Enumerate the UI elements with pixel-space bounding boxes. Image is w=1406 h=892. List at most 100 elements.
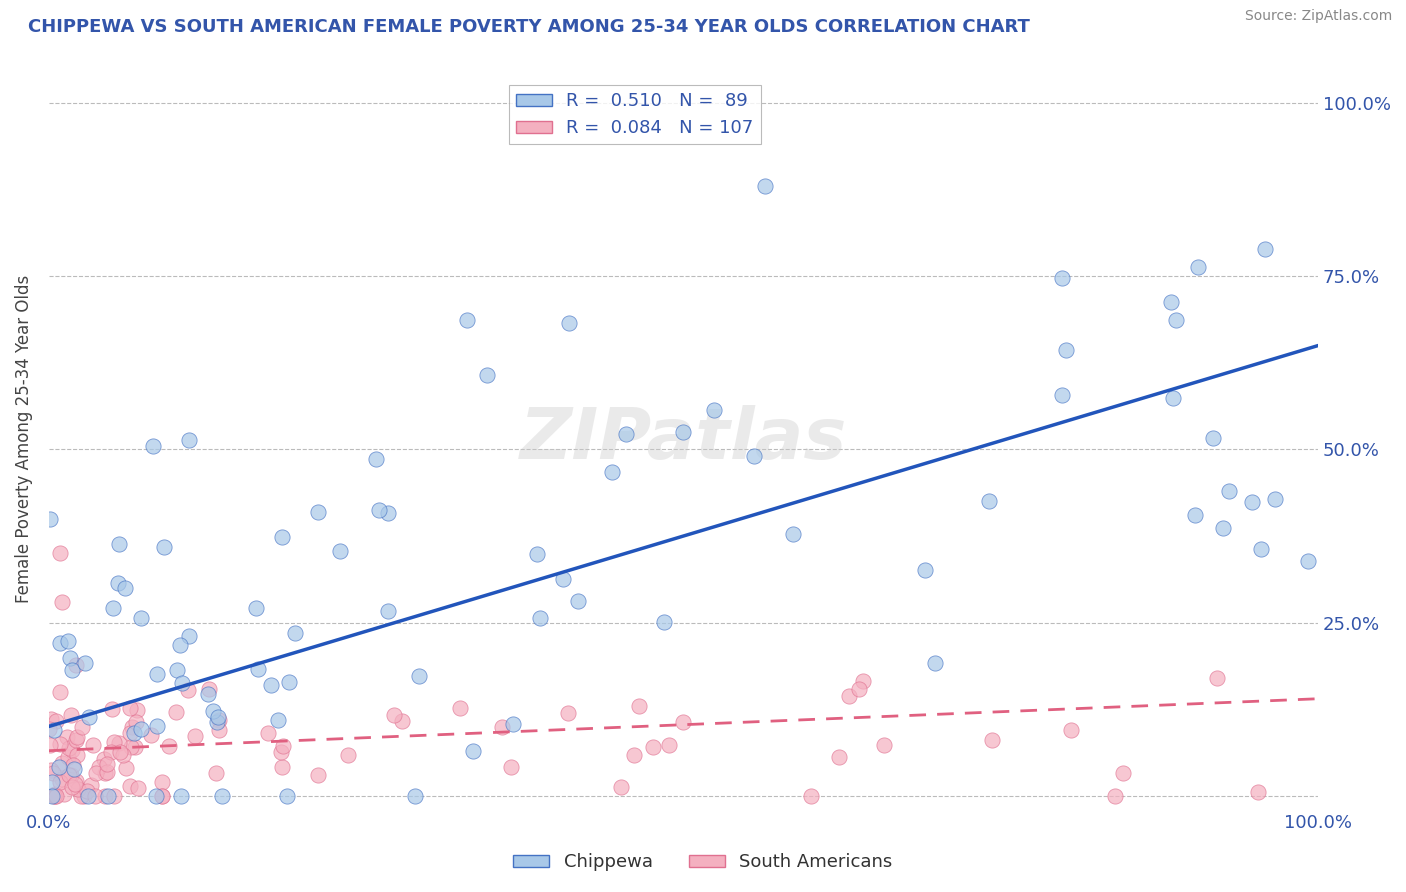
Text: Source: ZipAtlas.com: Source: ZipAtlas.com [1244,9,1392,23]
Point [526,547,548,561]
Point [377,603,399,617]
Point [201,704,224,718]
Point [368,503,391,517]
Point [703,403,725,417]
Point [271,529,294,543]
Text: ZIPatlas: ZIPatlas [520,405,848,474]
Point [56,731,79,745]
Point [97,789,120,803]
Point [257,726,280,740]
Point [122,726,145,740]
Point [672,714,695,729]
Point [114,581,136,595]
Point [49,685,72,699]
Point [38,512,60,526]
Legend: Chippewa, South Americans: Chippewa, South Americans [506,847,900,879]
Legend: R =  0.510   N =  89, R =  0.084   N = 107: R = 0.510 N = 89, R = 0.084 N = 107 [509,85,761,145]
Point [58,768,80,782]
Point [557,316,579,330]
Point [852,674,875,689]
Point [77,710,100,724]
Point [42,765,65,780]
Point [60,780,83,794]
Point [59,708,82,723]
Point [914,563,936,577]
Point [652,615,675,629]
Point [1264,491,1286,506]
Point [207,710,229,724]
Point [72,789,94,803]
Point [93,765,115,780]
Point [449,701,471,715]
Point [76,784,98,798]
Point [129,722,152,736]
Point [1161,392,1184,406]
Point [84,765,107,780]
Point [56,633,79,648]
Point [145,789,167,803]
Point [208,723,231,737]
Point [307,768,329,782]
Point [404,789,426,803]
Point [499,760,522,774]
Point [848,682,870,697]
Point [977,494,1000,508]
Point [48,737,70,751]
Point [1050,271,1073,285]
Point [754,178,776,193]
Point [100,745,122,759]
Point [600,465,623,479]
Point [211,789,233,803]
Point [800,789,823,803]
Point [41,775,63,789]
Point [112,747,135,762]
Point [125,714,148,729]
Point [159,739,181,753]
Point [49,636,72,650]
Point [139,728,162,742]
Point [59,651,82,665]
Point [120,739,142,754]
Point [491,720,513,734]
Point [329,544,352,558]
Point [177,683,200,698]
Point [980,732,1002,747]
Point [42,789,65,803]
Point [96,764,118,779]
Point [658,738,681,752]
Point [475,368,498,383]
Point [165,706,187,720]
Point [107,735,129,749]
Point [65,773,87,788]
Point [1240,494,1263,508]
Point [96,757,118,772]
Point [924,656,946,670]
Point [152,540,174,554]
Point [364,451,387,466]
Point [609,780,631,794]
Point [1206,671,1229,685]
Point [1160,295,1182,310]
Point [93,752,115,766]
Y-axis label: Female Poverty Among 25-34 Year Olds: Female Poverty Among 25-34 Year Olds [15,275,32,603]
Point [63,762,86,776]
Point [267,714,290,728]
Point [260,678,283,692]
Point [87,759,110,773]
Point [41,789,63,803]
Point [127,780,149,795]
Point [643,739,665,754]
Point [65,732,87,747]
Point [205,765,228,780]
Point [44,789,66,803]
Point [146,719,169,733]
Point [627,699,650,714]
Point [177,629,200,643]
Point [49,546,72,560]
Point [65,730,87,744]
Point [108,536,131,550]
Point [51,772,73,786]
Point [197,687,219,701]
Point [65,658,87,673]
Point [60,743,83,757]
